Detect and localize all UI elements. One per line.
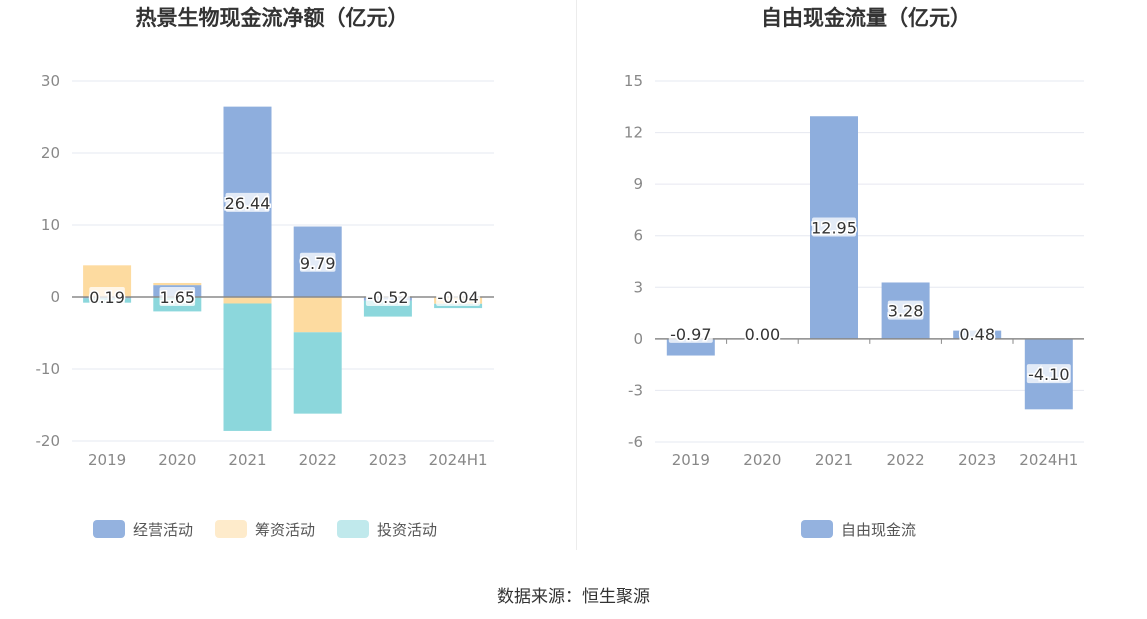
- y-tick-label: -6: [628, 433, 643, 451]
- data-label-2022-bg: [887, 300, 924, 320]
- data-label-2024H1-bg: [1026, 364, 1071, 384]
- data-label-2019: -0.97: [670, 325, 711, 344]
- x-tick-label: 2023: [369, 451, 407, 469]
- y-tick-label: -10: [36, 360, 61, 378]
- x-tick-label: 2020: [743, 451, 781, 469]
- legend-label-筹资活动: 筹资活动: [255, 521, 315, 539]
- data-source-note: 数据来源：恒生聚源: [497, 587, 650, 607]
- y-tick-label: 6: [633, 227, 643, 245]
- chart-title-1: 自由现金流量（亿元）: [761, 6, 971, 30]
- legend-swatch-筹资活动: [215, 520, 247, 538]
- data-label-2024H1-bg: [436, 287, 481, 306]
- legend-swatch-投资活动: [337, 520, 369, 538]
- chart-title-0: 热景生物现金流净额（亿元）: [136, 6, 409, 30]
- x-tick-label: 2020: [158, 451, 196, 469]
- legend-swatch-经营活动: [93, 520, 125, 538]
- data-label-2020: 1.65: [159, 288, 195, 307]
- legend-label-自由现金流: 自由现金流: [841, 521, 916, 539]
- data-label-2021: 12.95: [811, 219, 857, 238]
- data-label-2019-bg: [89, 287, 125, 306]
- data-label-2022-bg: [299, 252, 336, 272]
- x-tick-label: 2021: [815, 451, 853, 469]
- x-tick-label: 2022: [887, 451, 925, 469]
- data-label-2019: 0.19: [89, 288, 125, 307]
- x-tick-label: 2023: [958, 451, 996, 469]
- data-label-2021-bg: [225, 192, 270, 212]
- data-label-2019-bg: [668, 323, 713, 343]
- chart-divider: [576, 0, 577, 550]
- x-tick-label: 2024H1: [1019, 451, 1078, 469]
- data-label-2021: 26.44: [225, 194, 271, 213]
- y-tick-label: 0: [633, 330, 643, 348]
- y-tick-label: 10: [41, 216, 60, 234]
- bar-筹资活动-2022: [293, 297, 342, 333]
- bar-投资活动-2021: [223, 303, 272, 431]
- data-label-2024H1: -0.04: [437, 288, 478, 307]
- data-label-2023: 0.48: [959, 325, 995, 344]
- data-label-2022: 3.28: [888, 302, 924, 321]
- x-tick-label: 2022: [299, 451, 337, 469]
- data-label-2021-bg: [812, 217, 856, 237]
- data-label-2023: -0.52: [367, 288, 408, 307]
- data-label-2024H1: -4.10: [1028, 365, 1069, 384]
- y-tick-label: 9: [633, 175, 643, 193]
- x-tick-label: 2019: [672, 451, 710, 469]
- data-label-2020: 0.00: [745, 325, 781, 344]
- y-tick-label: 20: [41, 144, 60, 162]
- y-tick-label: 30: [41, 72, 60, 90]
- y-tick-label: -3: [628, 381, 643, 399]
- legend-label-投资活动: 投资活动: [377, 521, 437, 539]
- bar-筹资活动-2021: [223, 297, 272, 304]
- data-label-2020-bg: [159, 287, 196, 306]
- y-tick-label: -20: [36, 432, 61, 450]
- x-tick-label: 2019: [88, 451, 126, 469]
- legend-swatch-自由现金流: [801, 520, 833, 538]
- x-tick-label: 2024H1: [429, 451, 488, 469]
- bar-投资活动-2022: [293, 332, 342, 414]
- bar-筹资活动-2020: [153, 282, 202, 286]
- y-tick-label: 12: [624, 124, 643, 142]
- bar-自由现金流-2019: [666, 338, 715, 356]
- x-tick-label: 2021: [228, 451, 266, 469]
- data-label-2020-bg: [744, 323, 781, 343]
- data-label-2022: 9.79: [300, 254, 336, 273]
- y-tick-label: 0: [50, 288, 60, 306]
- y-tick-label: 3: [633, 278, 643, 296]
- y-tick-label: 15: [624, 72, 643, 90]
- data-label-2023-bg: [365, 287, 410, 306]
- legend-label-经营活动: 经营活动: [133, 521, 193, 539]
- data-label-2023-bg: [959, 323, 995, 343]
